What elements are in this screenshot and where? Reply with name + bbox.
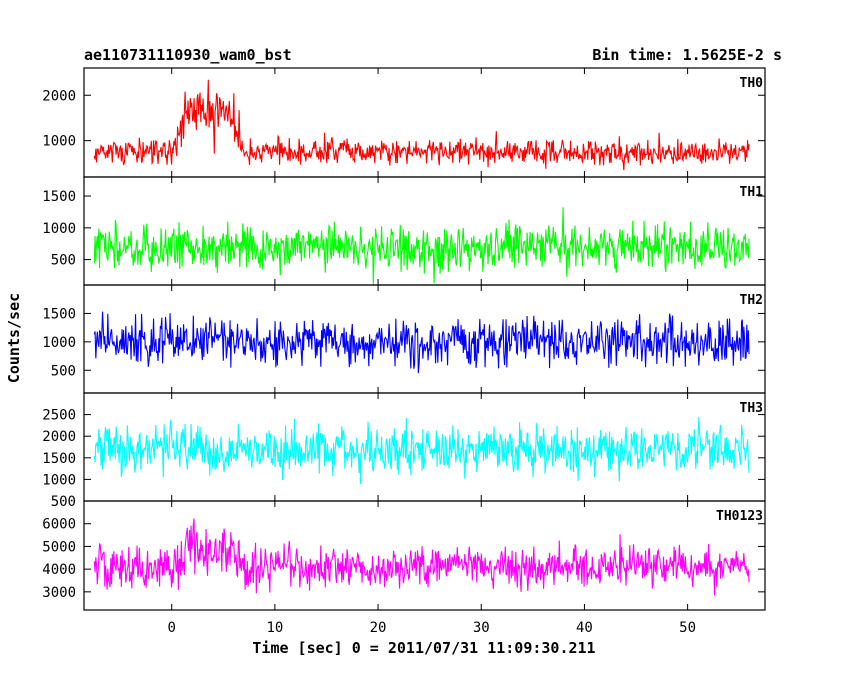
series-th1-line: [93, 207, 750, 285]
panel-th2: 500 1000 1500 TH2: [42, 284, 766, 394]
y-tick-label: 1000: [42, 335, 76, 351]
x-tick-label: 40: [576, 620, 593, 636]
y-tick-label: 6000: [42, 517, 76, 533]
y-tick-label: 500: [51, 253, 76, 269]
x-tick-label: 10: [266, 620, 283, 636]
panel-th3: 500 1000 1500 2000 2500 TH3: [42, 392, 766, 510]
panel-frame: [83, 500, 766, 611]
x-tick-label: 0: [167, 620, 175, 636]
panel-th0: 1000 2000 TH0: [42, 67, 766, 178]
y-tick-label: 5000: [42, 539, 76, 555]
chart-title-left: ae110731110930_wam0_bst: [84, 46, 292, 64]
y-tick-label: 500: [51, 494, 76, 510]
y-axis-label: Counts/sec: [5, 293, 23, 383]
y-tick-label: 1500: [42, 451, 76, 467]
panel-label-th0123: TH0123: [716, 509, 763, 524]
panel-label-th2: TH2: [740, 293, 763, 308]
y-tick-label: 1000: [42, 134, 76, 150]
panel-label-th3: TH3: [740, 401, 763, 416]
y-tick-label: 2500: [42, 408, 76, 424]
x-axis: 0 10 20 30 40 50: [167, 620, 696, 636]
x-axis-label: Time [sec] 0 = 2011/07/31 11:09:30.211: [252, 639, 595, 657]
y-tick-label: 4000: [42, 562, 76, 578]
panel-label-th1: TH1: [740, 185, 764, 200]
y-tick-label: 1000: [42, 472, 76, 488]
series-th0-line: [93, 79, 750, 171]
panel-th0123: 3000 4000 5000 6000 TH0123: [42, 500, 766, 611]
series-th3-line: [93, 417, 750, 484]
x-tick-label: 30: [473, 620, 490, 636]
panel-label-th0: TH0: [740, 76, 764, 91]
series-th0123-line: [93, 518, 750, 596]
y-tick-label: 3000: [42, 585, 76, 601]
panel-th1: 500 1000 1500 TH1: [42, 176, 766, 286]
x-tick-label: 50: [679, 620, 696, 636]
series-th2-line: [93, 311, 750, 374]
y-tick-label: 1000: [42, 221, 76, 237]
x-tick-label: 20: [370, 620, 387, 636]
y-tick-label: 500: [51, 363, 76, 379]
y-tick-label: 1500: [42, 189, 76, 205]
panel-frame: [83, 67, 766, 178]
chart-title-right: Bin time: 1.5625E-2 s: [592, 46, 782, 64]
y-tick-label: 2000: [42, 88, 76, 104]
y-tick-label: 1500: [42, 306, 76, 322]
y-tick-label: 2000: [42, 429, 76, 445]
